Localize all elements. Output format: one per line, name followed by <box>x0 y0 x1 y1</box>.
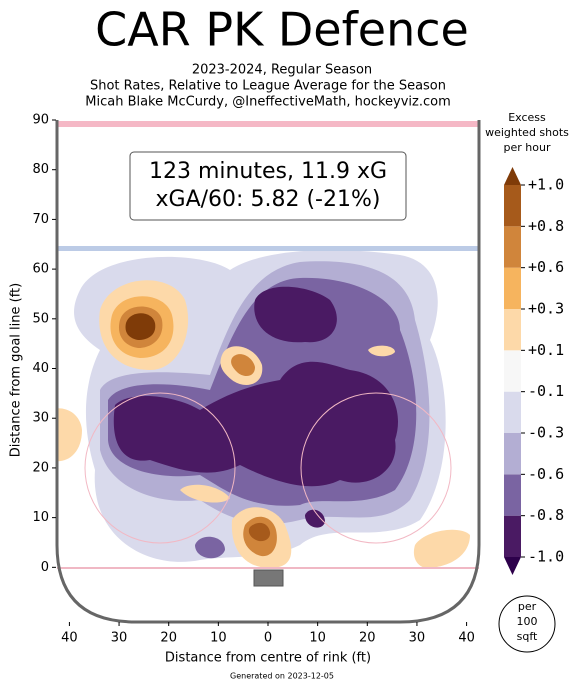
contour-region <box>125 313 156 340</box>
colorbar-band <box>504 309 521 351</box>
y-tick-label: 10 <box>32 510 49 525</box>
goal-net <box>253 569 284 587</box>
contour-region <box>368 345 395 357</box>
x-tick-label: 10 <box>210 631 227 646</box>
contour-region <box>413 529 470 568</box>
colorbar-band <box>504 267 521 309</box>
x-tick-label: 20 <box>359 631 376 646</box>
annotation: xGA/60: 5.82 (-21%) <box>156 187 381 212</box>
y-tick-label: 70 <box>32 212 49 227</box>
colorbar-tick-label: -0.6 <box>528 465 564 483</box>
colorbar-tick-label: -0.8 <box>528 506 564 524</box>
colorbar-tick-label: +1.0 <box>528 176 564 194</box>
x-tick-label: 30 <box>111 631 128 646</box>
colorbar-label: Excess <box>508 111 546 124</box>
unit-label: 100 <box>517 615 538 628</box>
colorbar-tick-label: -1.0 <box>528 548 564 566</box>
annotation: 123 minutes, 11.9 xG <box>149 159 387 184</box>
colorbar-extend <box>504 167 521 185</box>
y-tick-label: 90 <box>32 113 49 128</box>
colorbar-tick-label: +0.1 <box>528 341 564 359</box>
colorbar-band <box>504 474 521 516</box>
colorbar-band <box>504 185 521 227</box>
y-tick-label: 60 <box>32 262 49 277</box>
colorbar-band <box>504 350 521 392</box>
chart-title: CAR PK Defence <box>95 3 469 57</box>
contour-region <box>195 536 225 559</box>
red-line <box>57 121 479 127</box>
faceoff-circle <box>300 392 452 544</box>
colorbar-label: per hour <box>504 141 551 154</box>
x-axis-label: Distance from centre of rink (ft) <box>165 651 371 666</box>
x-tick-label: 0 <box>264 631 272 646</box>
x-tick-label: 10 <box>309 631 326 646</box>
contour-region <box>57 408 82 462</box>
colorbar-label: weighted shots <box>485 126 569 139</box>
contour-region <box>231 354 255 377</box>
y-tick-label: 40 <box>32 361 49 376</box>
y-axis-label: Distance from goal line (ft) <box>9 283 24 457</box>
y-tick-label: 30 <box>32 411 49 426</box>
y-tick-label: 0 <box>41 560 49 575</box>
subtitle: Shot Rates, Relative to League Average f… <box>90 79 446 94</box>
footer: Generated on 2023-12-05 <box>230 672 334 681</box>
y-tick-label: 20 <box>32 460 49 475</box>
unit-badge <box>498 595 556 653</box>
blue-line <box>57 246 479 251</box>
contour-region <box>248 522 271 542</box>
contours <box>57 250 470 568</box>
contour-region <box>180 484 230 503</box>
faceoff-circle <box>84 392 236 544</box>
colorbar-band <box>504 391 521 433</box>
x-tick-label: 40 <box>458 631 475 646</box>
colorbar-band <box>504 226 521 268</box>
rink <box>55 120 481 624</box>
contour-region <box>305 509 325 528</box>
contour-region <box>254 286 337 343</box>
colorbar-band <box>504 515 521 557</box>
colorbar-extend <box>504 557 521 575</box>
subtitle: 2023-2024, Regular Season <box>192 63 372 78</box>
colorbar-band <box>504 433 521 475</box>
annotation-box <box>129 151 407 221</box>
colorbar-tick-label: -0.3 <box>528 424 564 442</box>
x-tick-label: 30 <box>409 631 426 646</box>
x-tick-label: 20 <box>160 631 177 646</box>
y-tick-label: 50 <box>32 311 49 326</box>
x-tick-label: 40 <box>61 631 78 646</box>
y-tick-label: 80 <box>32 162 49 177</box>
subtitle: Micah Blake McCurdy, @IneffectiveMath, h… <box>85 95 451 110</box>
colorbar-tick-label: -0.1 <box>528 382 564 400</box>
colorbar-tick-label: +0.3 <box>528 300 564 318</box>
colorbar-tick-label: +0.6 <box>528 258 564 276</box>
unit-label: sqft <box>517 630 538 643</box>
unit-label: per <box>518 600 537 613</box>
colorbar-tick-label: +0.8 <box>528 217 564 235</box>
contour-region <box>113 361 399 487</box>
